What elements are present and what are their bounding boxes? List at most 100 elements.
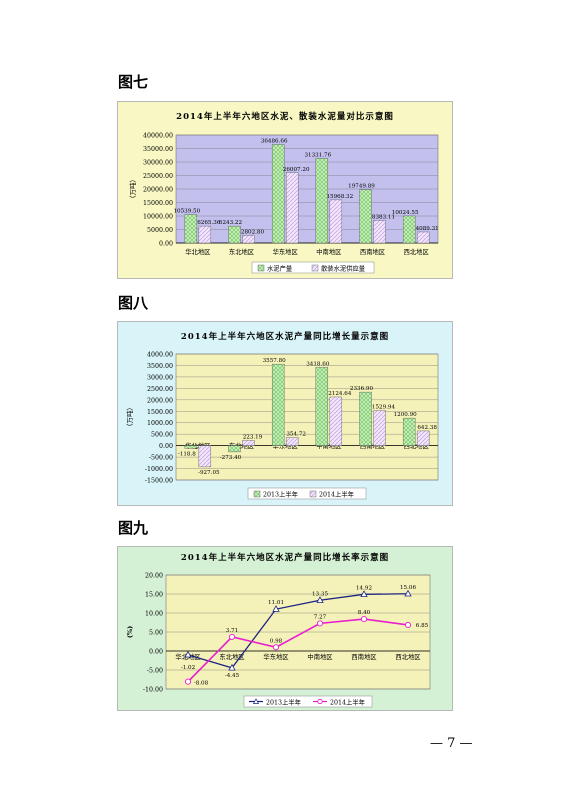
bar-series1 xyxy=(359,189,372,244)
data-label: 0.98 xyxy=(270,638,283,644)
bar-series2 xyxy=(285,437,299,446)
y-tick-label: 1000.00 xyxy=(147,420,173,427)
output-growth-rate-chart: 2014年上半年六地区水泥产量同比增长率示意图 -10.00 -5.00 0.00 5.… xyxy=(118,547,452,710)
y-tick-label: -1500.00 xyxy=(145,478,173,485)
bar-series1 xyxy=(402,417,416,446)
data-label: 6243.22 xyxy=(219,220,243,226)
y-tick-label: 15000.00 xyxy=(143,200,173,207)
data-label: 10024.55 xyxy=(392,210,419,216)
x-category-label: 西北地区 xyxy=(404,441,429,450)
bar-series1 xyxy=(315,367,329,446)
legend-box xyxy=(247,487,367,500)
legend-label: 2014上半年 xyxy=(319,490,354,499)
data-label: -273.40 xyxy=(220,455,242,461)
data-label: 15.06 xyxy=(400,585,416,591)
marker-triangle xyxy=(316,596,324,603)
y-tick-label: 25000.00 xyxy=(143,173,173,180)
x-category-label: 华东地区 xyxy=(273,247,298,256)
y-tick-label: 35000.00 xyxy=(143,146,173,153)
data-label: -8.08 xyxy=(194,681,209,687)
data-label: 15968.32 xyxy=(326,194,353,200)
legend-box xyxy=(243,695,373,708)
y-tick-label: 2000.00 xyxy=(147,397,173,404)
x-category-label: 东北地区 xyxy=(219,652,244,661)
marker-circle xyxy=(360,616,368,623)
x-category-label: 西南地区 xyxy=(360,441,385,450)
legend-swatch xyxy=(253,490,261,498)
marker-triangle xyxy=(272,605,280,612)
y-tick-label: 3000.00 xyxy=(147,374,173,381)
legend-label: 2013上半年 xyxy=(263,490,298,499)
legend-swatch xyxy=(311,264,319,272)
data-label: 14.92 xyxy=(356,585,372,591)
data-label: 223.19 xyxy=(243,435,263,441)
data-label: -118.8 xyxy=(178,451,196,457)
y-tick-label: 0.00 xyxy=(159,443,173,450)
y-tick-label: -5.00 xyxy=(147,668,163,675)
bar-series1 xyxy=(184,445,198,449)
y-axis-label: (%) xyxy=(126,626,134,638)
figure-7-label: 图七 xyxy=(118,73,149,91)
x-category-label: 华北地区 xyxy=(185,441,210,450)
y-tick-label: -500.00 xyxy=(149,455,173,462)
bar-series2 xyxy=(373,220,386,244)
data-label: 3.71 xyxy=(226,628,238,634)
data-label: 10539.50 xyxy=(173,209,200,215)
y-tick-label: 5000.00 xyxy=(147,227,173,234)
marker-triangle xyxy=(404,589,412,597)
bar-series2 xyxy=(329,396,343,446)
data-label: 36486.66 xyxy=(261,138,288,144)
x-category-label: 华东地区 xyxy=(273,441,298,450)
bar-series1 xyxy=(271,144,285,244)
data-label: 3418.60 xyxy=(306,361,330,367)
x-category-label: 西北地区 xyxy=(404,247,429,256)
data-label: -1.02 xyxy=(181,665,196,671)
bar-series2 xyxy=(242,440,255,446)
y-tick-label: 2500.00 xyxy=(147,386,173,393)
chart-box-7: 2014年上半年六地区水泥、散装水泥量对比示意图 0.00 5000.00 10000… xyxy=(117,101,453,279)
x-category-label: 西南地区 xyxy=(360,247,385,256)
marker-circle xyxy=(228,633,236,640)
legend-marker xyxy=(317,698,323,705)
y-tick-label: -1000.00 xyxy=(145,466,173,473)
marker-circle xyxy=(272,644,280,651)
data-label: 7.27 xyxy=(314,614,327,620)
x-category-label: 华北地区 xyxy=(185,247,210,256)
data-label: 8.40 xyxy=(358,610,371,616)
x-category-label: 中南地区 xyxy=(316,441,341,450)
bar-series2 xyxy=(416,430,430,446)
cement-output-comparison-chart: 2014年上半年六地区水泥、散装水泥量对比示意图 0.00 5000.00 10000… xyxy=(118,102,452,278)
y-tick-label: 1500.00 xyxy=(147,409,173,416)
y-tick-label: -10.00 xyxy=(143,687,163,694)
y-tick-label: 5.00 xyxy=(149,630,163,637)
y-tick-label: 500.00 xyxy=(151,432,173,439)
data-label: 8383.11 xyxy=(372,214,395,220)
chart-box-9: 2014年上半年六地区水泥产量同比增长率示意图 -10.00 -5.00 0.00 5.… xyxy=(117,546,453,711)
legend-swatch xyxy=(257,264,265,272)
y-tick-label: 0.00 xyxy=(149,649,163,656)
data-label: 1529.94 xyxy=(372,405,396,411)
data-label: 2124.64 xyxy=(328,391,352,397)
bar-series1 xyxy=(402,215,416,244)
x-category-label: 西北地区 xyxy=(395,652,420,661)
plot-area xyxy=(175,353,439,481)
data-label: 642.38 xyxy=(417,425,437,431)
bar-series2 xyxy=(242,235,255,244)
y-tick-label: 0.00 xyxy=(159,241,173,248)
bar-series2 xyxy=(416,231,430,244)
legend-label: 散装水泥供应量 xyxy=(321,264,366,273)
line-series2 xyxy=(187,618,409,683)
y-axis-label: （万吨） xyxy=(128,176,137,202)
y-tick-label: 40000.00 xyxy=(143,133,173,140)
marker-triangle xyxy=(184,650,192,658)
data-label: 1200.90 xyxy=(394,412,418,418)
x-category-label: 东北地区 xyxy=(229,441,254,450)
data-label: 11.01 xyxy=(268,600,284,606)
line-series1 xyxy=(187,593,409,669)
chart-title: 2014年上半年六地区水泥产量同比增长率示意图 xyxy=(181,552,389,563)
y-tick-label: 10000.00 xyxy=(143,214,173,221)
legend-swatch xyxy=(309,490,317,498)
legend-label: 水泥产量 xyxy=(267,264,293,273)
data-label: 6.85 xyxy=(416,623,429,629)
data-label: 2802.80 xyxy=(241,229,265,235)
